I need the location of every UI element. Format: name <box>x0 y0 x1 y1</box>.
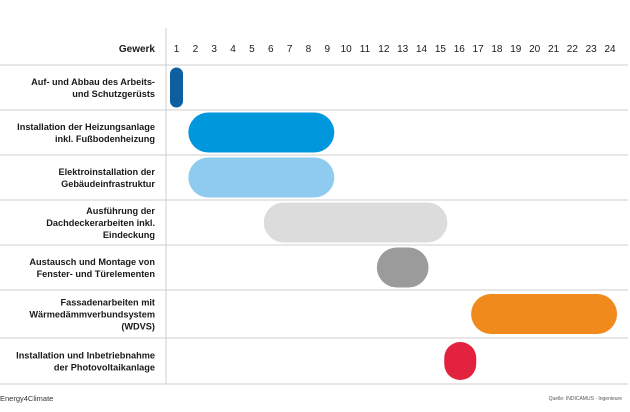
x-tick-label: 21 <box>548 44 560 55</box>
task-label: und Schutzgerüsts <box>72 89 155 99</box>
task-label: Dachdeckerarbeiten inkl. <box>46 218 155 228</box>
task-label: Elektroinstallation der <box>59 167 156 177</box>
x-tick-label: 4 <box>230 44 236 55</box>
x-tick-label: 5 <box>249 44 255 55</box>
source-label: Quelle: INDICAMUS · Ingenieure <box>548 396 622 402</box>
task-bar <box>263 202 448 243</box>
x-tick-label: 10 <box>341 44 353 55</box>
x-tick-label: 20 <box>529 44 541 55</box>
x-tick-label: 22 <box>567 44 579 55</box>
x-tick-label: 15 <box>435 44 447 55</box>
task-bar <box>376 247 429 288</box>
brand-label: Energy4Climate <box>0 394 54 403</box>
task-label: Gebäudeinfrastruktur <box>61 179 155 189</box>
task-label: Installation und Inbetriebnahme <box>16 351 155 361</box>
x-tick-label: 18 <box>491 44 503 55</box>
x-tick-label: 24 <box>604 44 616 55</box>
x-tick-label: 14 <box>416 44 428 55</box>
task-label: Ausführung der <box>86 206 155 216</box>
task-label: Fenster- und Türelementen <box>37 269 156 279</box>
task-label: Installation der Heizungsanlage <box>17 122 155 132</box>
x-tick-label: 1 <box>174 44 180 55</box>
task-bar <box>188 157 335 198</box>
task-bar <box>471 294 618 334</box>
x-tick-label: 2 <box>193 44 199 55</box>
task-label: Eindeckung <box>103 230 155 240</box>
task-label: der Photovoltaikanlage <box>54 363 155 373</box>
task-label: Fassadenarbeiten mit <box>61 298 155 308</box>
task-label: Austausch und Montage von <box>29 257 155 267</box>
column-header: Gewerk <box>119 44 156 55</box>
x-tick-label: 11 <box>360 44 371 55</box>
x-tick-label: 6 <box>268 44 274 55</box>
x-tick-label: 9 <box>325 44 331 55</box>
x-tick-label: 23 <box>586 44 598 55</box>
task-bar <box>188 112 335 153</box>
task-bar <box>170 67 183 108</box>
x-tick-label: 3 <box>211 44 217 55</box>
task-label: Auf- und Abbau des Arbeits- <box>31 77 155 87</box>
x-tick-label: 17 <box>473 44 485 55</box>
task-bar <box>444 342 477 380</box>
x-tick-label: 8 <box>306 44 312 55</box>
x-tick-label: 16 <box>454 44 466 55</box>
x-tick-label: 19 <box>510 44 522 55</box>
x-tick-label: 7 <box>287 44 293 55</box>
task-label: Wärmedämmverbundsystem <box>29 310 155 320</box>
task-label: (WDVS) <box>121 322 155 332</box>
x-tick-label: 13 <box>397 44 409 55</box>
x-tick-label: 12 <box>378 44 390 55</box>
task-label: inkl. Fußbodenheizung <box>55 134 155 144</box>
